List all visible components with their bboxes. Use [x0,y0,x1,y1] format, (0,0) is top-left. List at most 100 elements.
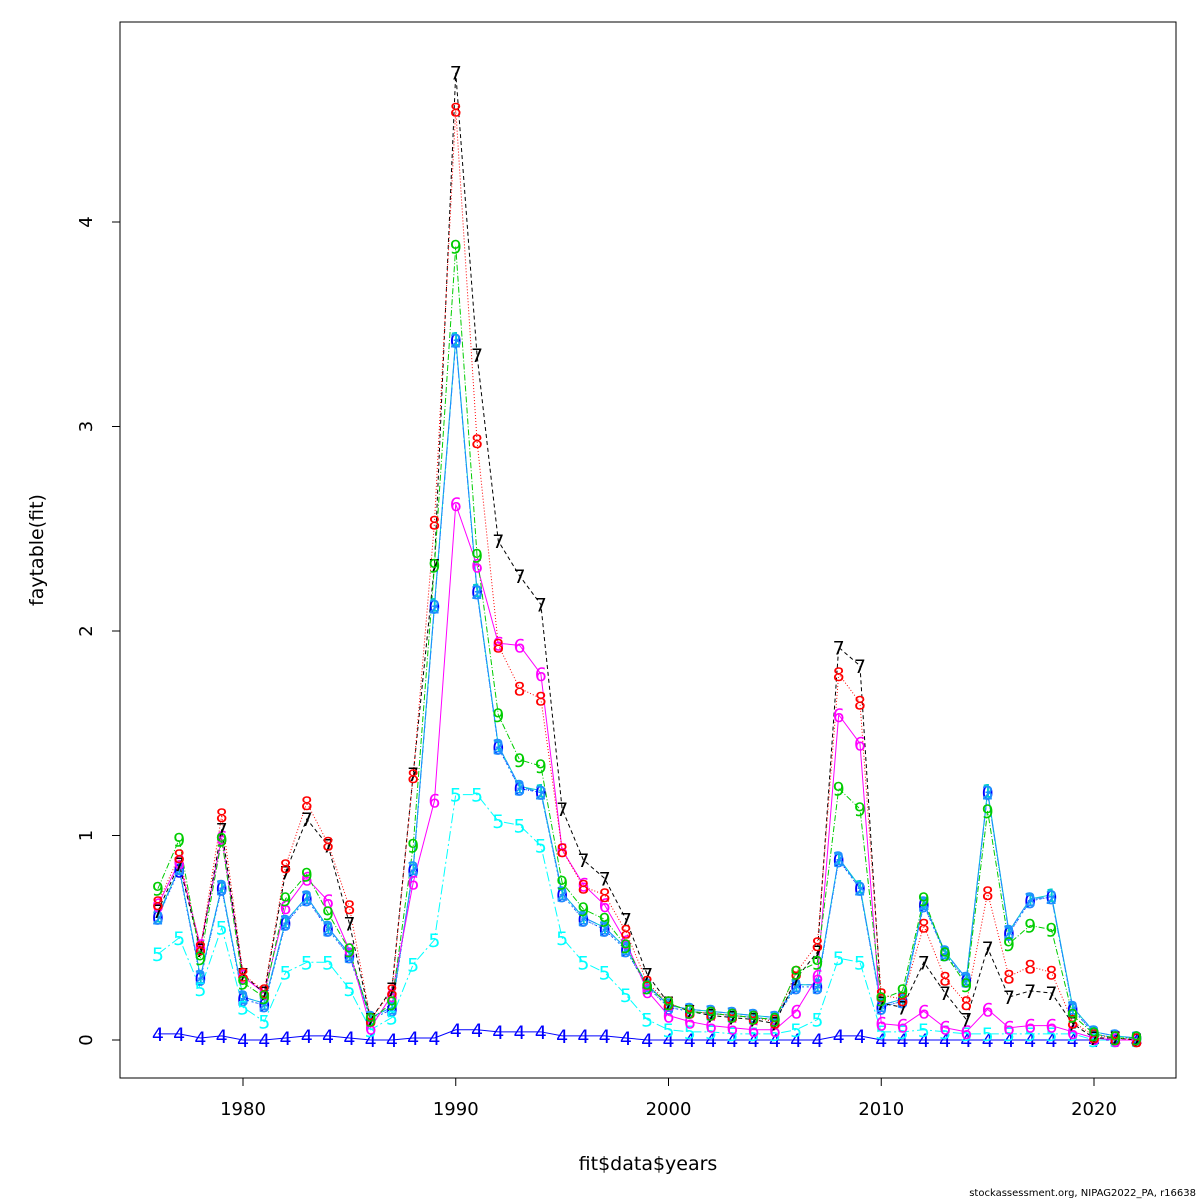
data-point-3: 3 [662,997,674,1019]
data-point-4: 4 [896,1030,908,1052]
data-point-9: 9 [726,1005,738,1027]
data-point-3: 3 [237,989,249,1011]
data-point-2: 2 [450,331,462,353]
data-point-4: 4 [960,1030,972,1052]
data-point-9: 9 [216,830,228,852]
data-point-7: 7 [1067,1014,1079,1036]
data-point-3: 3 [1045,887,1057,909]
data-point-5: 5 [365,1020,377,1042]
series-line-6 [157,504,1137,1041]
data-point-7: 7 [811,942,823,964]
data-point-2: 2 [875,995,887,1017]
data-point-8: 8 [939,969,951,991]
y-tick-label: 3 [76,421,97,432]
data-point-7: 7 [428,556,440,578]
data-point-1: 1 [471,580,483,602]
data-point-7: 7 [982,938,994,960]
data-point-6: 6 [492,633,504,655]
data-point-3: 3 [471,582,483,604]
data-point-6: 6 [301,868,313,890]
data-point-9: 9 [386,993,398,1015]
data-point-3: 3 [705,1003,717,1025]
data-point-5: 5 [1024,1024,1036,1046]
data-point-6: 6 [726,1018,738,1040]
data-point-8: 8 [514,678,526,700]
data-point-4: 4 [620,1028,632,1050]
data-point-1: 1 [833,848,845,870]
data-point-7: 7 [620,909,632,931]
data-point-9: 9 [960,975,972,997]
data-point-9: 9 [641,977,653,999]
data-point-9: 9 [343,940,355,962]
data-point-3: 3 [365,1010,377,1032]
data-point-7: 7 [641,965,653,987]
data-point-4: 4 [726,1030,738,1052]
data-point-9: 9 [471,545,483,567]
data-point-5: 5 [705,1022,717,1044]
data-point-7: 7 [216,819,228,841]
data-point-5: 5 [173,928,185,950]
data-point-8: 8 [1003,967,1015,989]
data-point-7: 7 [790,969,802,991]
data-point-8: 8 [811,934,823,956]
data-point-5: 5 [386,1008,398,1030]
data-point-8: 8 [726,1005,738,1027]
data-point-8: 8 [280,856,292,878]
footer-credit: stockassessment.org, NIPAG2022_PA, r1663… [969,1188,1196,1199]
data-point-0: 0 [280,913,292,935]
data-point-3: 3 [790,977,802,999]
data-point-8: 8 [896,989,908,1011]
data-point-8: 8 [1131,1030,1143,1052]
data-point-0: 0 [237,989,249,1011]
data-point-4: 4 [301,1026,313,1048]
data-point-7: 7 [960,1010,972,1032]
data-point-6: 6 [896,1016,908,1038]
data-point-8: 8 [386,981,398,1003]
data-point-7: 7 [471,345,483,367]
data-point-8: 8 [620,922,632,944]
data-point-6: 6 [620,932,632,954]
data-point-8: 8 [322,834,334,856]
data-point-4: 4 [173,1024,185,1046]
data-point-4: 4 [492,1022,504,1044]
data-point-5: 5 [514,815,526,837]
data-point-7: 7 [237,965,249,987]
data-point-7: 7 [450,63,462,85]
data-point-2: 2 [620,938,632,960]
data-point-1: 1 [705,1001,717,1023]
data-point-6: 6 [216,828,228,850]
data-point-3: 3 [684,1001,696,1023]
data-point-6: 6 [173,852,185,874]
data-point-4: 4 [748,1030,760,1052]
data-point-1: 1 [237,987,249,1009]
data-point-7: 7 [1088,1028,1100,1050]
data-point-6: 6 [1088,1028,1100,1050]
data-point-7: 7 [343,913,355,935]
data-point-2: 2 [769,1008,781,1030]
data-point-9: 9 [322,903,334,925]
data-point-0: 0 [918,895,930,917]
data-point-6: 6 [854,733,866,755]
data-point-3: 3 [514,778,526,800]
data-point-6: 6 [194,936,206,958]
data-point-2: 2 [322,918,334,940]
data-point-5: 5 [790,1020,802,1042]
data-point-2: 2 [811,975,823,997]
data-point-3: 3 [875,997,887,1019]
data-point-6: 6 [386,985,398,1007]
data-point-9: 9 [1067,1005,1079,1027]
data-point-1: 1 [556,883,568,905]
data-point-8: 8 [599,885,611,907]
data-point-8: 8 [216,805,228,827]
data-point-0: 0 [301,889,313,911]
data-point-4: 4 [428,1028,440,1050]
series-line-3 [157,340,1137,1039]
data-point-0: 0 [1067,999,1079,1021]
data-point-5: 5 [556,928,568,950]
y-tick-label: 1 [76,830,97,841]
data-point-8: 8 [982,883,994,905]
data-point-3: 3 [194,969,206,991]
data-point-3: 3 [450,331,462,353]
data-point-2: 2 [790,975,802,997]
